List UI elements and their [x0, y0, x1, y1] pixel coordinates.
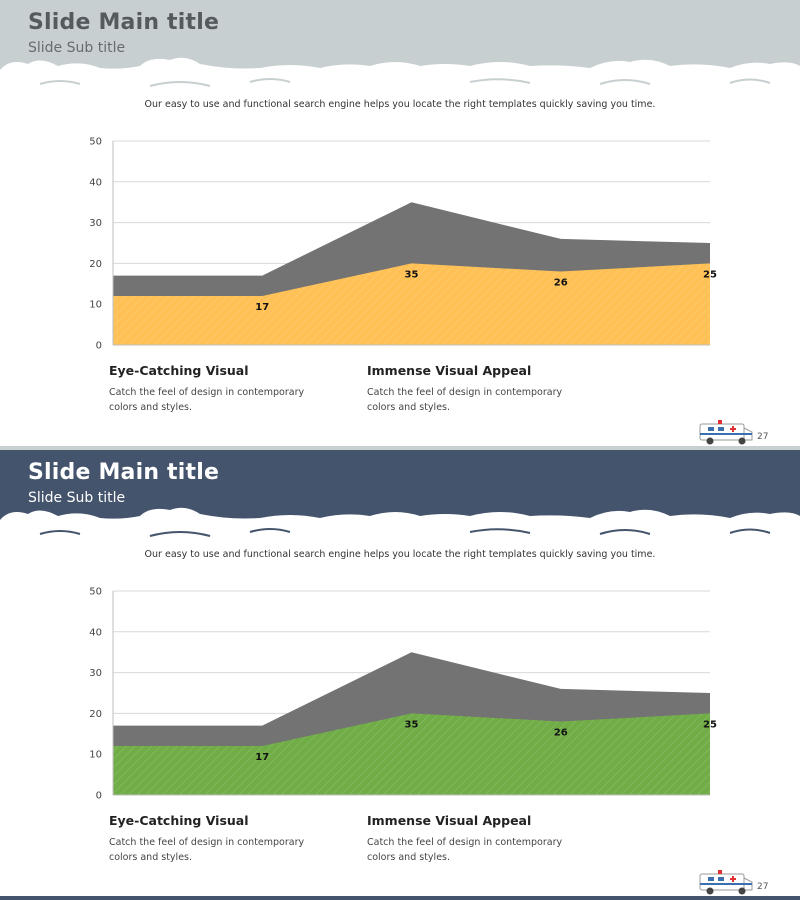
feature-description-line: Catch the feel of design in contemporary	[367, 387, 563, 398]
bottom-strip	[0, 896, 800, 900]
ambulance-icon	[699, 870, 753, 895]
feature-description-line: Catch the feel of design in contemporary	[109, 837, 305, 848]
slide-caption: Our easy to use and functional search en…	[144, 99, 656, 110]
area-chart: 0 10 20 30 40 50 17 35 26 25	[89, 587, 717, 802]
y-tick-label: 20	[89, 709, 102, 720]
feature-description-line: Catch the feel of design in contemporary	[109, 387, 305, 398]
slide-subtitle: Slide Sub title	[28, 490, 126, 506]
feature-description: Catch the feel of design in contemporary…	[367, 385, 587, 415]
feature-title: Immense Visual Appeal	[367, 813, 532, 828]
slide-main-title: Slide Main title	[28, 460, 220, 485]
page-number: 27	[757, 432, 769, 442]
feature-title: Eye-Catching Visual	[109, 813, 249, 828]
data-label: 26	[554, 278, 568, 289]
feature-description-line: colors and styles.	[367, 402, 451, 413]
feature-description: Catch the feel of design in contemporary…	[109, 385, 329, 415]
feature-description-line: colors and styles.	[109, 402, 193, 413]
feature-description: Catch the feel of design in contemporary…	[109, 835, 329, 865]
slide-2: Slide Main title Slide Sub title Our eas…	[0, 450, 800, 900]
series-area-front	[113, 263, 710, 345]
y-tick-label: 50	[89, 137, 102, 148]
data-label: 25	[703, 719, 717, 730]
cloud-border	[0, 57, 800, 96]
data-label: 17	[255, 752, 269, 763]
feature-description-line: colors and styles.	[109, 852, 193, 863]
y-tick-label: 20	[89, 259, 102, 270]
data-label: 25	[703, 269, 717, 280]
ambulance-icon	[699, 420, 753, 445]
y-tick-label: 10	[89, 750, 102, 761]
page-number: 27	[757, 882, 769, 892]
feature-description-line: Catch the feel of design in contemporary	[367, 837, 563, 848]
area-chart: 0 10 20 30 40 50 17 35 26 25	[89, 137, 717, 352]
y-tick-label: 30	[89, 668, 102, 679]
data-label: 26	[554, 728, 568, 739]
y-tick-label: 0	[96, 341, 102, 352]
slide-main-title: Slide Main title	[28, 10, 220, 35]
feature-description-line: colors and styles.	[367, 852, 451, 863]
y-tick-label: 40	[89, 177, 102, 188]
slide-caption: Our easy to use and functional search en…	[144, 549, 656, 560]
feature-title: Eye-Catching Visual	[109, 363, 249, 378]
feature-description: Catch the feel of design in contemporary…	[367, 835, 587, 865]
y-tick-label: 0	[96, 791, 102, 802]
cloud-border	[0, 507, 800, 546]
y-tick-label: 40	[89, 627, 102, 638]
y-tick-label: 30	[89, 218, 102, 229]
feature-title: Immense Visual Appeal	[367, 363, 532, 378]
data-label: 35	[405, 269, 419, 280]
data-label: 35	[405, 719, 419, 730]
slide-1: Slide Main title Slide Sub title Our eas…	[0, 0, 800, 450]
bottom-strip	[0, 446, 800, 450]
y-tick-label: 10	[89, 300, 102, 311]
slide-subtitle: Slide Sub title	[28, 40, 126, 56]
series-area-front	[113, 713, 710, 795]
y-tick-label: 50	[89, 587, 102, 598]
data-label: 17	[255, 302, 269, 313]
